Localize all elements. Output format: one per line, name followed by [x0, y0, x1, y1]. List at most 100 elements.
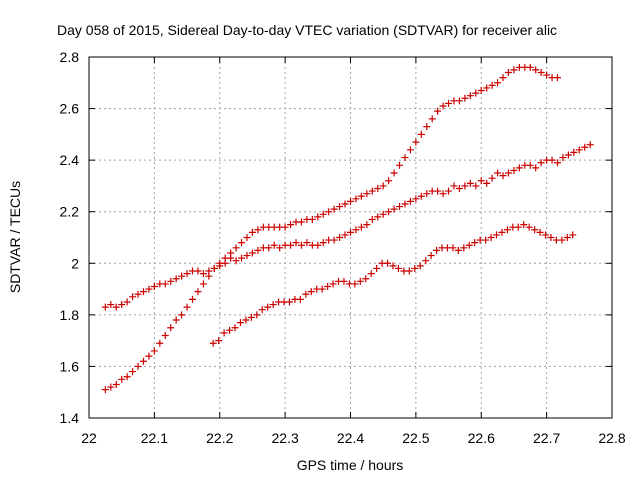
- x-tick-label: 22.8: [598, 430, 625, 446]
- gridlines: [89, 57, 612, 418]
- data-point: [472, 182, 480, 190]
- x-tick-label: 22.3: [272, 430, 299, 446]
- data-point: [537, 159, 545, 167]
- data-point: [264, 303, 272, 311]
- x-tick-label: 22.4: [337, 430, 364, 446]
- data-point: [427, 252, 435, 260]
- data-point: [341, 231, 349, 239]
- data-point: [433, 246, 441, 254]
- data-point: [319, 210, 327, 218]
- data-point: [292, 239, 300, 247]
- series-3: [209, 221, 577, 347]
- data-point: [499, 74, 507, 82]
- data-point: [232, 244, 240, 252]
- data-point: [570, 148, 578, 156]
- data-point: [543, 71, 551, 79]
- data-point: [379, 210, 387, 218]
- data-point: [134, 362, 142, 370]
- y-tick-label: 1.6: [60, 358, 80, 374]
- data-point: [465, 241, 473, 249]
- data-point: [396, 161, 404, 169]
- data-point: [405, 267, 413, 275]
- data-point: [472, 89, 480, 97]
- data-point: [483, 179, 491, 187]
- y-tick-label: 1.8: [60, 307, 80, 323]
- data-point: [363, 221, 371, 229]
- data-point: [199, 270, 207, 278]
- data-point: [504, 68, 512, 76]
- data-point: [488, 81, 496, 89]
- data-point: [466, 92, 474, 100]
- data-point: [314, 213, 322, 221]
- data-point: [390, 169, 398, 177]
- data-point: [336, 234, 344, 241]
- data-point: [374, 185, 382, 193]
- data-point: [287, 241, 295, 249]
- data-point: [236, 319, 244, 327]
- data-point: [558, 236, 566, 244]
- data-point: [199, 280, 207, 288]
- data-point: [439, 102, 447, 110]
- x-tick-label: 22.5: [402, 430, 429, 446]
- data-point: [417, 192, 425, 200]
- data-point: [209, 339, 217, 347]
- x-axis-label: GPS time / hours: [297, 457, 404, 473]
- data-point: [510, 66, 518, 74]
- data-point: [194, 267, 202, 275]
- data-point: [167, 324, 175, 332]
- data-point: [270, 241, 278, 249]
- data-point: [461, 94, 469, 102]
- data-point: [123, 373, 131, 381]
- y-axis-label: SDTVAR / TECUs: [7, 181, 23, 293]
- data-point: [302, 290, 310, 298]
- data-point: [373, 264, 381, 272]
- data-point: [536, 228, 544, 236]
- data-point: [379, 182, 387, 190]
- data-point: [226, 326, 234, 334]
- data-point: [118, 301, 126, 309]
- data-point: [297, 241, 305, 249]
- data-point: [336, 203, 344, 211]
- y-tick-label: 2.6: [60, 101, 80, 117]
- data-point: [243, 252, 251, 260]
- data-point: [401, 154, 409, 162]
- data-point: [384, 259, 392, 267]
- data-point: [357, 223, 365, 231]
- data-point: [221, 254, 229, 262]
- data-point: [554, 159, 562, 167]
- data-point: [183, 303, 191, 311]
- data-point: [269, 301, 277, 309]
- chart-title: Day 058 of 2015, Sidereal Day-to-day VTE…: [57, 22, 557, 38]
- data-point: [531, 226, 539, 234]
- data-point: [439, 190, 447, 198]
- data-point: [172, 275, 180, 283]
- data-point: [368, 215, 376, 223]
- data-point: [254, 246, 262, 254]
- data-point: [145, 285, 153, 293]
- data-point: [351, 280, 359, 288]
- data-point: [569, 231, 577, 239]
- data-point: [325, 208, 333, 216]
- data-point: [466, 179, 474, 187]
- data-point: [352, 226, 360, 234]
- data-point: [112, 380, 120, 388]
- data-point: [537, 68, 545, 76]
- data-point: [231, 324, 239, 332]
- data-point: [368, 187, 376, 195]
- data-point: [396, 203, 404, 211]
- y-tick-label: 1.4: [60, 410, 80, 426]
- data-point: [488, 174, 496, 182]
- data-point: [150, 282, 158, 290]
- data-point: [532, 66, 540, 74]
- data-point: [129, 293, 137, 301]
- data-point: [324, 282, 332, 290]
- y-tick-label: 2.8: [60, 49, 80, 65]
- data-point: [258, 306, 266, 314]
- data-point: [514, 223, 522, 231]
- data-point: [172, 316, 180, 324]
- data-point: [107, 301, 115, 309]
- data-point: [374, 213, 382, 221]
- data-point: [134, 290, 142, 298]
- data-point: [563, 234, 571, 241]
